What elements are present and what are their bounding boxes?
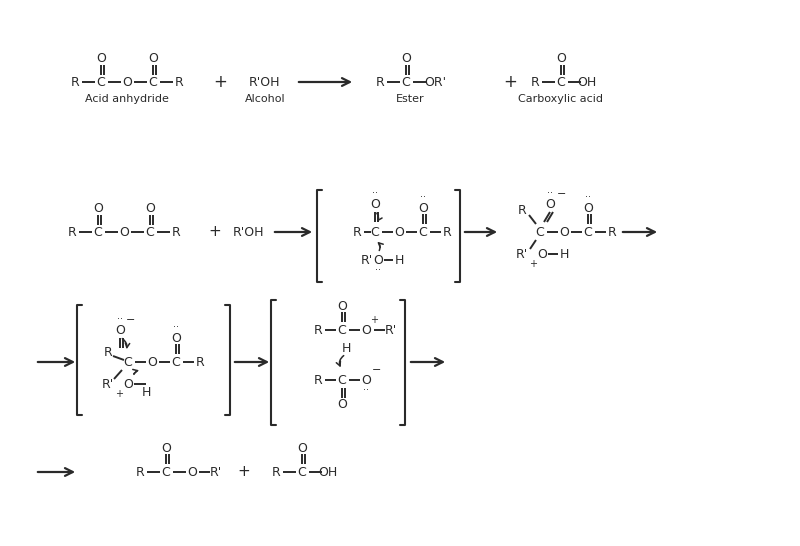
Text: C: C: [124, 355, 132, 369]
Text: O: O: [394, 225, 404, 239]
Text: R': R': [102, 377, 114, 390]
Text: H: H: [142, 385, 150, 399]
Text: O: O: [337, 300, 347, 312]
Text: +: +: [115, 389, 123, 399]
Text: C: C: [584, 225, 592, 239]
Text: ··: ··: [363, 385, 369, 395]
Text: R': R': [210, 466, 222, 478]
Text: H: H: [559, 247, 569, 260]
Text: +: +: [529, 259, 537, 269]
Text: O: O: [96, 52, 106, 66]
Text: C: C: [172, 355, 180, 369]
Text: R': R': [361, 253, 373, 266]
Text: R': R': [385, 323, 397, 336]
Text: O: O: [418, 201, 428, 215]
Text: +: +: [370, 315, 378, 325]
Text: OR': OR': [424, 75, 446, 88]
Text: +: +: [209, 224, 222, 240]
Text: C: C: [338, 373, 346, 387]
Text: R: R: [518, 204, 526, 217]
Text: ··: ··: [585, 192, 591, 202]
Text: O: O: [161, 442, 171, 454]
Text: O: O: [187, 466, 197, 478]
Text: +: +: [213, 73, 227, 91]
Text: C: C: [298, 466, 306, 478]
Text: O: O: [556, 52, 566, 66]
Text: ··: ··: [173, 322, 179, 332]
Text: ··: ··: [117, 314, 123, 324]
Text: O: O: [147, 355, 157, 369]
Text: R: R: [530, 75, 539, 88]
Text: R: R: [272, 466, 280, 478]
Text: R: R: [608, 225, 616, 239]
Text: O: O: [559, 225, 569, 239]
Text: H: H: [394, 253, 404, 266]
Text: O: O: [171, 331, 181, 345]
Text: +: +: [503, 73, 517, 91]
Text: O: O: [373, 253, 383, 266]
Text: C: C: [94, 225, 102, 239]
Text: R: R: [172, 225, 180, 239]
Text: C: C: [162, 466, 170, 478]
Text: Alcohol: Alcohol: [245, 94, 286, 104]
Text: Ester: Ester: [396, 94, 424, 104]
Text: OH: OH: [578, 75, 597, 88]
Text: R: R: [174, 75, 183, 88]
Text: C: C: [418, 225, 427, 239]
Text: O: O: [361, 373, 371, 387]
Text: R: R: [314, 373, 322, 387]
Text: O: O: [583, 201, 593, 215]
Text: O: O: [119, 225, 129, 239]
Text: OH: OH: [318, 466, 338, 478]
Text: R: R: [104, 346, 112, 359]
Text: −: −: [557, 189, 566, 199]
Text: O: O: [297, 442, 307, 454]
Text: O: O: [361, 323, 371, 336]
Text: R: R: [136, 466, 144, 478]
Text: O: O: [122, 75, 132, 88]
Text: O: O: [537, 247, 547, 260]
Text: O: O: [337, 397, 347, 411]
Text: O: O: [93, 203, 103, 216]
Text: ··: ··: [547, 188, 553, 198]
Text: R: R: [442, 225, 451, 239]
Text: ··: ··: [375, 265, 381, 275]
Text: R'OH: R'OH: [250, 75, 281, 88]
Text: Acid anhydride: Acid anhydride: [85, 94, 169, 104]
Text: R': R': [516, 247, 528, 260]
Text: C: C: [146, 225, 154, 239]
Text: ··: ··: [420, 192, 426, 202]
Text: R: R: [70, 75, 79, 88]
Text: O: O: [401, 52, 411, 66]
Text: C: C: [402, 75, 410, 88]
Text: C: C: [370, 225, 379, 239]
Text: R: R: [376, 75, 384, 88]
Text: C: C: [557, 75, 566, 88]
Text: +: +: [238, 465, 250, 479]
Text: C: C: [536, 225, 544, 239]
Text: O: O: [148, 52, 158, 66]
Text: O: O: [115, 323, 125, 336]
Text: ··: ··: [372, 188, 378, 198]
Text: −: −: [372, 365, 382, 375]
Text: C: C: [97, 75, 106, 88]
Text: R: R: [68, 225, 76, 239]
Text: O: O: [145, 203, 155, 216]
Text: C: C: [149, 75, 158, 88]
Text: R: R: [353, 225, 362, 239]
Text: R: R: [314, 323, 322, 336]
Text: R: R: [196, 355, 204, 369]
Text: O: O: [370, 198, 380, 211]
Text: −: −: [126, 315, 135, 325]
Text: H: H: [342, 341, 350, 354]
Text: Carboxylic acid: Carboxylic acid: [518, 94, 603, 104]
Text: R'OH: R'OH: [232, 225, 264, 239]
Text: C: C: [338, 323, 346, 336]
Text: O: O: [123, 377, 133, 390]
Text: O: O: [545, 198, 555, 211]
